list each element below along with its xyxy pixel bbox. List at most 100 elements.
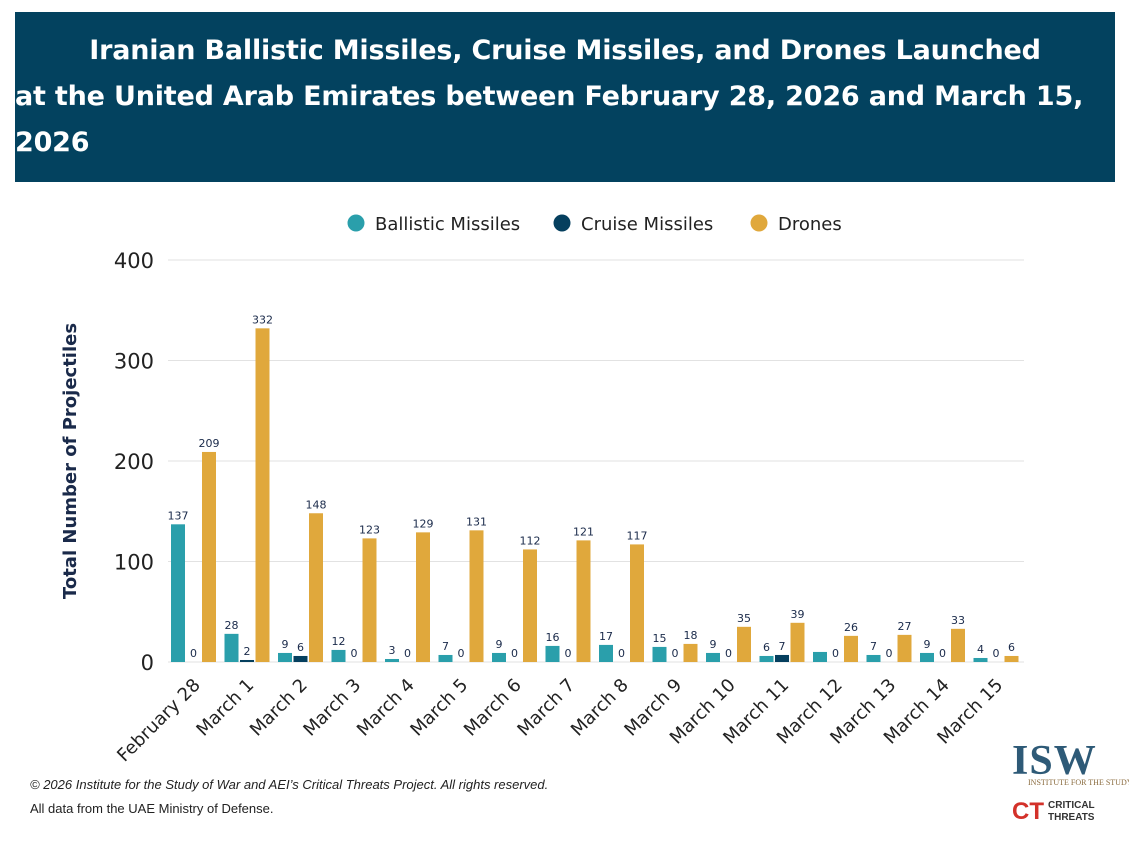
bar-drones-12 bbox=[844, 635, 858, 662]
legend-marker-0 bbox=[347, 214, 365, 232]
title-banner: Iranian Ballistic Missiles, Cruise Missi… bbox=[15, 12, 1115, 182]
bar-ballistic-missiles-4 bbox=[385, 658, 399, 662]
ct-logo-mark: CT bbox=[1012, 798, 1044, 825]
bar-drones-8 bbox=[630, 544, 644, 662]
x-tick-label-8: March 8 bbox=[567, 675, 633, 741]
data-label-drones-14: 33 bbox=[951, 614, 965, 627]
ct-logo-line-1: CRITICAL bbox=[1048, 800, 1095, 811]
bar-cruise-missiles-1 bbox=[240, 659, 254, 662]
bar-drones-3 bbox=[362, 538, 377, 662]
ct-logo-line-2: THREATS bbox=[1048, 812, 1095, 823]
data-label-drones-8: 117 bbox=[627, 529, 648, 542]
data-label-cruise-missiles-15: 0 bbox=[993, 647, 1000, 660]
data-label-cruise-missiles-2: 6 bbox=[297, 641, 304, 654]
data-label-ballistic-missiles-10: 9 bbox=[710, 638, 717, 651]
bar-drones-1 bbox=[255, 328, 270, 662]
bar-drones-4 bbox=[416, 532, 430, 662]
bar-ballistic-missiles-1 bbox=[224, 633, 239, 662]
data-label-ballistic-missiles-8: 17 bbox=[599, 630, 613, 643]
isw-logo-mark: ISW bbox=[1012, 738, 1097, 784]
bar-drones-2 bbox=[309, 513, 323, 662]
legend-label-2: Drones bbox=[778, 214, 842, 235]
data-label-drones-6: 112 bbox=[520, 534, 541, 547]
bar-drones-5 bbox=[469, 530, 484, 662]
data-label-cruise-missiles-13: 0 bbox=[886, 647, 893, 660]
bar-ballistic-missiles-0 bbox=[171, 524, 185, 662]
data-label-drones-5: 131 bbox=[466, 515, 487, 528]
copyright-notice: © 2026 Institute for the Study of War an… bbox=[30, 777, 549, 792]
bar-drones-15 bbox=[1004, 655, 1019, 662]
data-label-drones-15: 6 bbox=[1008, 641, 1015, 654]
bar-ballistic-missiles-11 bbox=[759, 655, 774, 662]
data-label-drones-12: 26 bbox=[844, 621, 858, 634]
data-label-drones-4: 129 bbox=[413, 517, 434, 530]
data-label-ballistic-missiles-2: 9 bbox=[282, 638, 289, 651]
data-label-drones-1: 332 bbox=[252, 313, 273, 326]
y-tick-label-0: 0 bbox=[141, 651, 154, 675]
data-label-ballistic-missiles-4: 3 bbox=[389, 644, 396, 657]
data-label-cruise-missiles-9: 0 bbox=[672, 647, 679, 660]
data-label-cruise-missiles-10: 0 bbox=[725, 647, 732, 660]
data-label-drones-10: 35 bbox=[737, 612, 751, 625]
data-label-ballistic-missiles-5: 7 bbox=[442, 640, 449, 653]
bar-cruise-missiles-11 bbox=[775, 654, 789, 662]
x-tick-label-5: March 5 bbox=[406, 675, 472, 741]
bar-drones-13 bbox=[897, 634, 912, 662]
bar-drones-11 bbox=[790, 622, 805, 662]
data-label-drones-2: 148 bbox=[306, 498, 327, 511]
bar-ballistic-missiles-7 bbox=[545, 645, 560, 662]
data-label-cruise-missiles-11: 7 bbox=[779, 640, 786, 653]
data-label-ballistic-missiles-0: 137 bbox=[168, 509, 189, 522]
bar-drones-10 bbox=[737, 626, 751, 662]
isw-logo-subtitle: INSTITUTE FOR THE STUDY OF WAR bbox=[1028, 778, 1129, 787]
x-tick-label-1: March 1 bbox=[192, 675, 258, 741]
isw-logo: ISW INSTITUTE FOR THE STUDY OF WAR bbox=[1012, 738, 1129, 792]
bar-ballistic-missiles-14 bbox=[920, 652, 934, 662]
critical-threats-logo: CT CRITICAL THREATS bbox=[1012, 799, 1112, 825]
chart-title-line-1: Iranian Ballistic Missiles, Cruise Missi… bbox=[89, 35, 1041, 66]
data-label-drones-7: 121 bbox=[573, 525, 594, 538]
bar-drones-7 bbox=[576, 540, 591, 662]
data-label-ballistic-missiles-11: 6 bbox=[763, 641, 770, 654]
data-label-ballistic-missiles-15: 4 bbox=[977, 643, 984, 656]
data-label-ballistic-missiles-13: 7 bbox=[870, 640, 877, 653]
bar-drones-6 bbox=[523, 549, 537, 662]
bar-drones-0 bbox=[202, 451, 216, 662]
y-tick-label-400: 400 bbox=[114, 249, 154, 273]
x-tick-label-0: February 28 bbox=[113, 675, 204, 766]
data-label-drones-3: 123 bbox=[359, 523, 380, 536]
data-label-drones-0: 209 bbox=[199, 437, 220, 450]
data-label-cruise-missiles-0: 0 bbox=[190, 647, 197, 660]
ct-logo-text: CRITICAL THREATS bbox=[1048, 800, 1095, 824]
bar-ballistic-missiles-13 bbox=[866, 654, 881, 662]
data-label-cruise-missiles-7: 0 bbox=[565, 647, 572, 660]
x-tick-label-2: March 2 bbox=[246, 675, 312, 741]
legend-marker-2 bbox=[750, 214, 768, 232]
bar-ballistic-missiles-10 bbox=[706, 652, 720, 662]
data-label-ballistic-missiles-6: 9 bbox=[496, 638, 503, 651]
data-label-ballistic-missiles-7: 16 bbox=[546, 631, 560, 644]
data-label-drones-9: 18 bbox=[684, 629, 698, 642]
data-label-cruise-missiles-1: 2 bbox=[244, 645, 251, 658]
bar-cruise-missiles-2 bbox=[293, 655, 308, 662]
x-tick-label-6: March 6 bbox=[460, 675, 526, 741]
data-source-note: All data from the UAE Ministry of Defens… bbox=[30, 801, 274, 816]
legend-marker-1 bbox=[553, 214, 571, 232]
bar-ballistic-missiles-15 bbox=[973, 657, 988, 662]
data-label-drones-13: 27 bbox=[898, 620, 912, 633]
data-label-cruise-missiles-12: 0 bbox=[832, 647, 839, 660]
data-label-cruise-missiles-4: 0 bbox=[404, 647, 411, 660]
x-tick-label-3: March 3 bbox=[299, 675, 365, 741]
bar-ballistic-missiles-5 bbox=[438, 654, 453, 662]
legend-label-1: Cruise Missiles bbox=[581, 214, 713, 235]
chart-title-line-2: at the United Arab Emirates between Febr… bbox=[15, 81, 1084, 158]
bar-ballistic-missiles-6 bbox=[492, 652, 506, 662]
y-tick-label-300: 300 bbox=[114, 350, 154, 374]
y-tick-label-100: 100 bbox=[114, 551, 154, 575]
x-tick-label-7: March 7 bbox=[513, 675, 579, 741]
data-label-ballistic-missiles-9: 15 bbox=[653, 632, 667, 645]
bar-ballistic-missiles-8 bbox=[599, 644, 613, 662]
data-label-ballistic-missiles-1: 28 bbox=[225, 619, 239, 632]
bar-ballistic-missiles-2 bbox=[278, 652, 292, 662]
